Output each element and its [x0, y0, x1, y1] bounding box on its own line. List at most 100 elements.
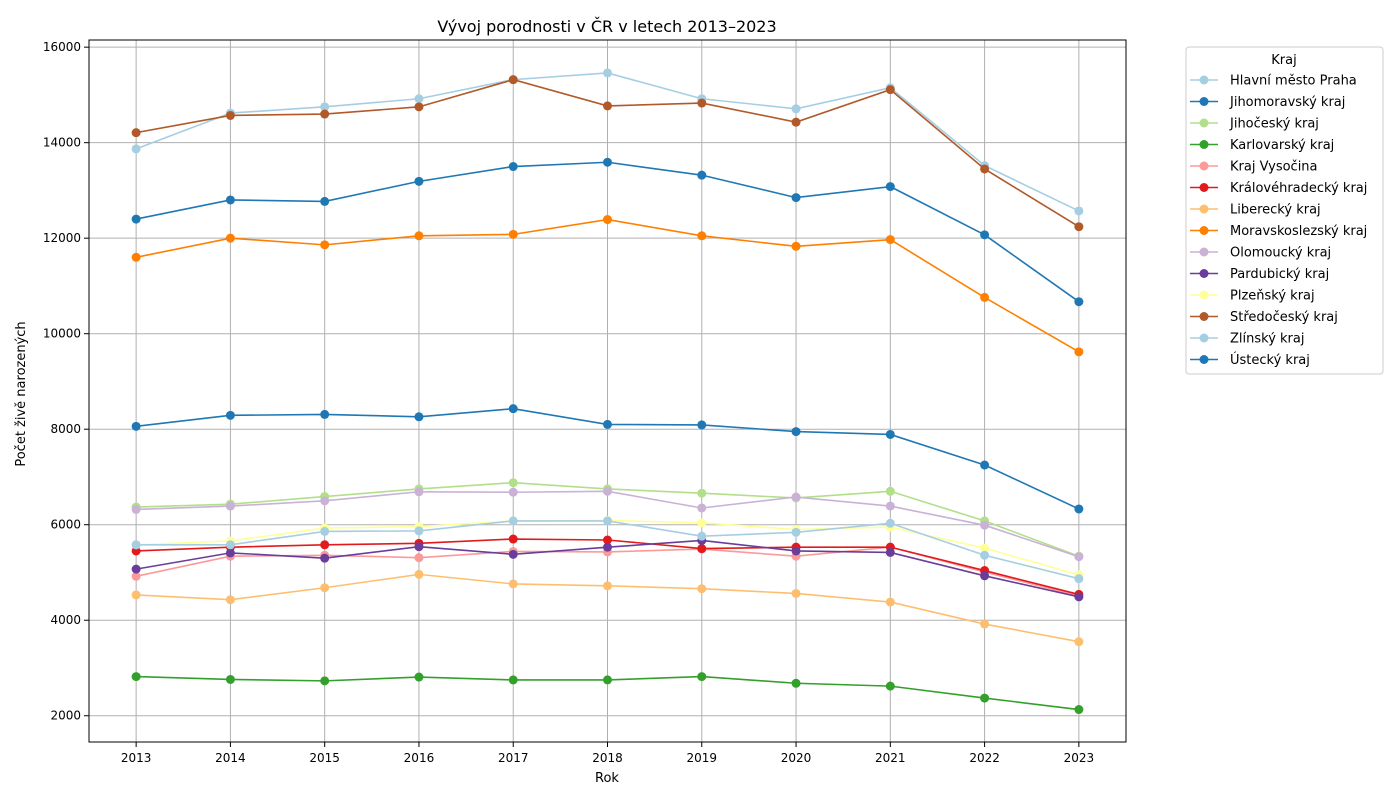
data-point [225, 595, 235, 605]
data-point [414, 94, 424, 104]
data-point [791, 492, 801, 502]
data-point [603, 215, 612, 225]
legend-entry: Zlínský kraj [1190, 332, 1304, 347]
ticks: 2013 2014 2015 2016 2017 2018 2019 2020 2021 2022… [43, 40, 1094, 765]
legend-marker [1199, 226, 1209, 235]
x-tick-label: 2017 [498, 751, 529, 765]
legend-label: Liberecký kraj [1230, 203, 1321, 218]
data-point [414, 542, 424, 552]
data-point [980, 164, 990, 174]
legend-label: Pardubický kraj [1230, 267, 1329, 282]
series-6 [131, 569, 1084, 647]
data-point [508, 229, 518, 239]
data-point [980, 292, 990, 302]
data-point [131, 144, 141, 154]
x-tick-label: 2023 [1064, 751, 1095, 765]
data-point [131, 504, 141, 514]
data-point [414, 102, 424, 112]
data-point [697, 488, 707, 498]
chart-title: Vývoj porodnosti v ČR v letech 2013–2023 [437, 17, 776, 36]
legend-label: Královéhradecký kraj [1230, 181, 1367, 196]
data-point [320, 240, 330, 250]
data-point [225, 110, 235, 120]
data-point [320, 109, 330, 119]
data-point [1074, 574, 1084, 584]
legend-marker [1199, 140, 1209, 149]
legend-label: Karlovarský kraj [1230, 138, 1334, 153]
data-point [414, 672, 424, 682]
legend-label: Jihomoravský kraj [1229, 95, 1345, 110]
data-point [791, 546, 801, 556]
x-tick-label: 2019 [686, 751, 717, 765]
data-point [980, 460, 990, 470]
legend-marker [1199, 355, 1209, 364]
data-point [320, 553, 330, 563]
data-point [131, 571, 141, 581]
data-point [697, 231, 707, 241]
data-point [980, 571, 990, 581]
series-1 [131, 157, 1084, 307]
data-point [603, 516, 612, 526]
data-point [980, 693, 990, 703]
data-point [697, 672, 707, 682]
data-point [320, 196, 330, 206]
data-point [414, 569, 424, 579]
series-13 [131, 404, 1084, 514]
legend-entry: Liberecký kraj [1190, 203, 1321, 218]
x-tick-label: 2015 [309, 751, 340, 765]
y-tick-label: 2000 [50, 709, 81, 723]
series-8 [131, 486, 1084, 562]
data-point [131, 214, 141, 224]
data-point [508, 579, 518, 589]
data-point [1074, 592, 1084, 602]
data-point [508, 487, 518, 497]
data-point [320, 540, 330, 550]
x-tick-label: 2018 [592, 751, 623, 765]
data-point [980, 543, 990, 553]
data-point [225, 233, 235, 243]
data-point [508, 478, 518, 488]
data-point [603, 157, 612, 167]
data-point [1074, 206, 1084, 216]
data-point [320, 496, 330, 506]
x-tick-label: 2016 [404, 751, 435, 765]
legend-marker [1199, 204, 1209, 214]
data-point [508, 534, 518, 544]
data-point [603, 675, 612, 685]
data-point [791, 104, 801, 114]
data-point [603, 101, 612, 111]
legend-label: Plzeňský kraj [1230, 289, 1315, 304]
data-point [320, 102, 330, 112]
data-point [414, 231, 424, 241]
legend-label: Olomoucký kraj [1230, 246, 1331, 261]
legend-entry: Královéhradecký kraj [1190, 181, 1367, 196]
data-point [508, 675, 518, 685]
data-point [885, 85, 895, 95]
y-tick-label: 4000 [50, 613, 81, 627]
data-point [414, 526, 424, 536]
data-point [414, 553, 424, 563]
legend-items: Hlavní město Praha Jihomoravský kraj Jihoč… [1190, 74, 1367, 368]
data-point [791, 427, 801, 437]
data-point [320, 583, 330, 593]
data-point [697, 531, 707, 541]
legend-entry: Jihočeský kraj [1190, 117, 1319, 132]
series-11 [131, 75, 1084, 232]
legend-entry: Moravskoslezský kraj [1190, 224, 1367, 239]
data-point [791, 678, 801, 688]
data-point [697, 503, 707, 513]
y-tick-label: 14000 [43, 136, 81, 150]
legend-entry: Plzeňský kraj [1190, 289, 1315, 304]
data-point [697, 420, 707, 430]
legend-marker [1199, 118, 1209, 128]
x-tick-label: 2020 [781, 751, 812, 765]
data-point [697, 584, 707, 594]
legend: Kraj Hlavní město Praha Jihomoravský kraj… [1185, 46, 1384, 375]
data-point [980, 520, 990, 530]
data-point [980, 230, 990, 240]
legend-label: Zlínský kraj [1230, 332, 1304, 347]
data-point [320, 526, 330, 536]
data-point [225, 410, 235, 420]
legend-entry: Jihomoravský kraj [1190, 95, 1345, 110]
